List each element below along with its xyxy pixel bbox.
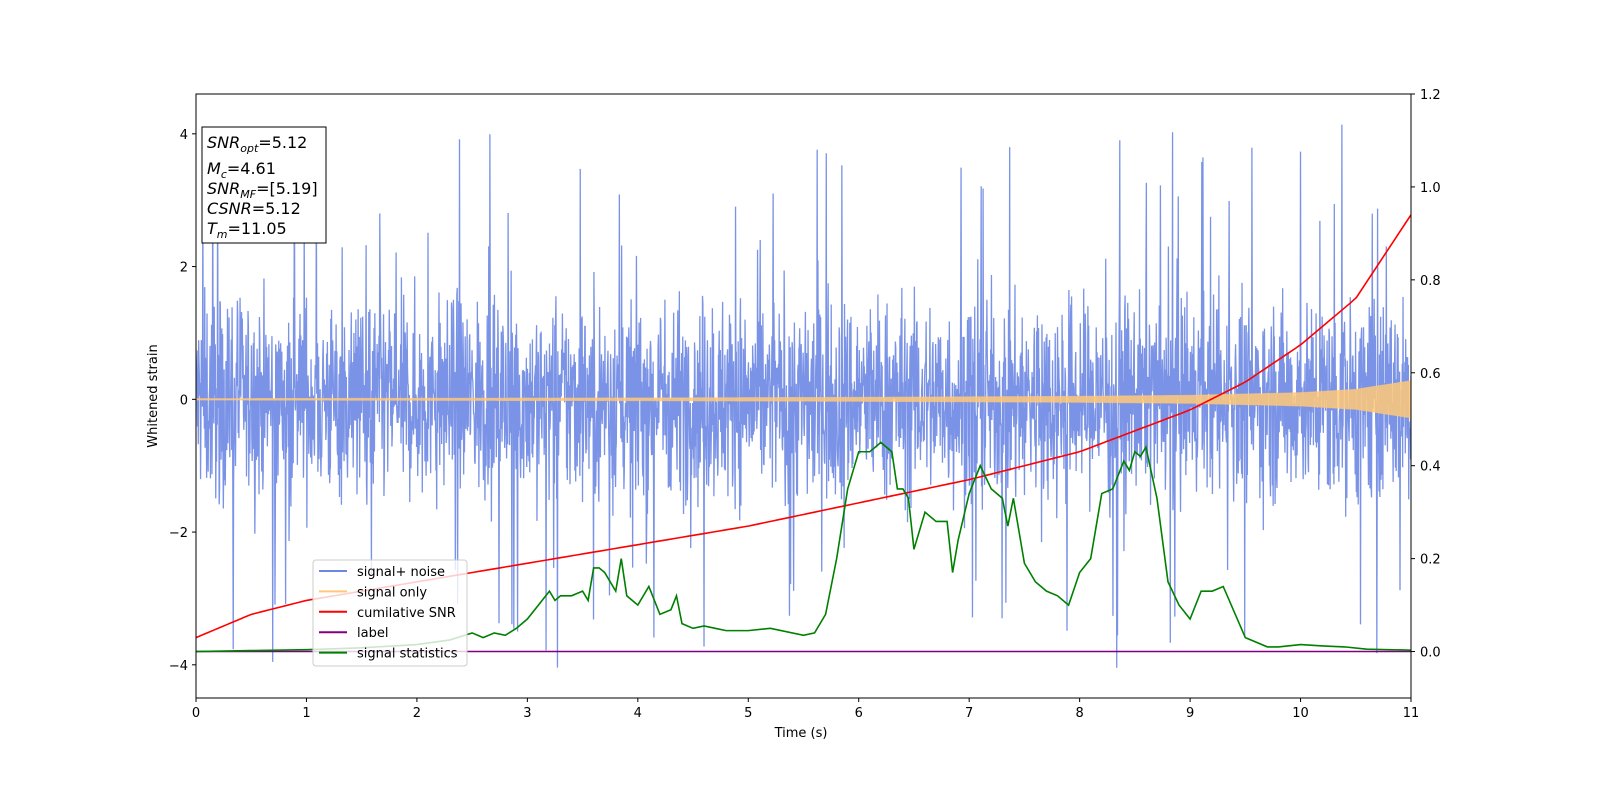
mc-main: M [207,159,221,178]
legend-label: signal only [357,585,427,600]
csnr-text: CSNR=5.12 [207,199,301,218]
left-y-tick-label: 0 [180,393,188,408]
snr-mf-sub: MF [240,188,256,201]
snr-opt-text: SNRopt=5.12 [207,133,307,155]
x-tick-label: 10 [1292,706,1309,721]
mc-sub: c [221,168,227,181]
tm-text: Tm=11.05 [207,219,287,241]
snr-opt-value: =5.12 [258,133,307,152]
snr-opt-main: SNR [207,133,240,152]
snr-mf-main: SNR [207,179,240,198]
mc-text: Mc=4.61 [207,159,276,181]
left-y-tick-label: −2 [169,526,188,541]
info-box: SNRopt=5.12 Mc=4.61 SNRMF=[5.19] CSNR=5.… [201,126,327,244]
right-y-axis: 0.0 0.2 0.4 0.6 0.8 1.0 1.2 [1411,88,1441,661]
csnr-main: CSNR [207,199,252,218]
tm-sub: m [217,228,228,241]
right-y-tick-label: 1.0 [1420,181,1441,196]
x-axis: 0 1 2 3 4 5 6 7 8 9 10 11 [192,698,1419,721]
x-tick-label: 6 [855,706,863,721]
right-y-tick-label: 0.8 [1420,274,1441,289]
legend-frame [312,559,468,667]
right-y-tick-label: 1.2 [1420,88,1441,103]
snr-opt-sub: opt [240,142,259,155]
legend-label: label [357,626,388,641]
x-axis-label: Time (s) [774,726,828,741]
legend-label: cumilative SNR [357,606,456,621]
signal-noise-line [196,124,1411,668]
left-y-tick-label: −4 [169,659,188,674]
legend-label: signal+ noise [357,565,445,580]
left-y-axis: −4 −2 0 2 4 [169,128,196,674]
y-axis-label: Whitened strain [146,344,161,447]
x-tick-label: 1 [302,706,310,721]
x-tick-label: 0 [192,706,200,721]
right-y-tick-label: 0.4 [1420,460,1441,475]
right-y-tick-label: 0.0 [1420,646,1441,661]
x-tick-label: 8 [1075,706,1083,721]
legend-label: signal statistics [357,647,458,662]
x-tick-label: 3 [523,706,531,721]
signal-only-band [196,380,1411,419]
signal-statistics-line [196,441,1411,653]
left-y-tick-label: 2 [180,261,188,276]
right-y-tick-label: 0.2 [1420,553,1441,568]
tm-value: =11.05 [228,219,287,238]
left-y-tick-label: 4 [180,128,188,143]
right-y-tick-label: 0.6 [1420,367,1441,382]
snr-mf-text: SNRMF=[5.19] [207,179,318,201]
x-tick-label: 9 [1186,706,1194,721]
x-tick-label: 7 [965,706,973,721]
x-tick-label: 4 [634,706,642,721]
x-tick-label: 2 [413,706,421,721]
mc-value: =4.61 [227,159,276,178]
snr-mf-value: =[5.19] [256,179,318,198]
x-tick-label: 11 [1403,706,1420,721]
tm-main: T [207,219,218,238]
info-box-frame [201,126,327,244]
legend: signal+ noise signal only cumilative SNR la… [312,559,468,667]
csnr-value: =5.12 [252,199,301,218]
x-tick-label: 5 [744,706,752,721]
plot-frame [195,93,1412,699]
